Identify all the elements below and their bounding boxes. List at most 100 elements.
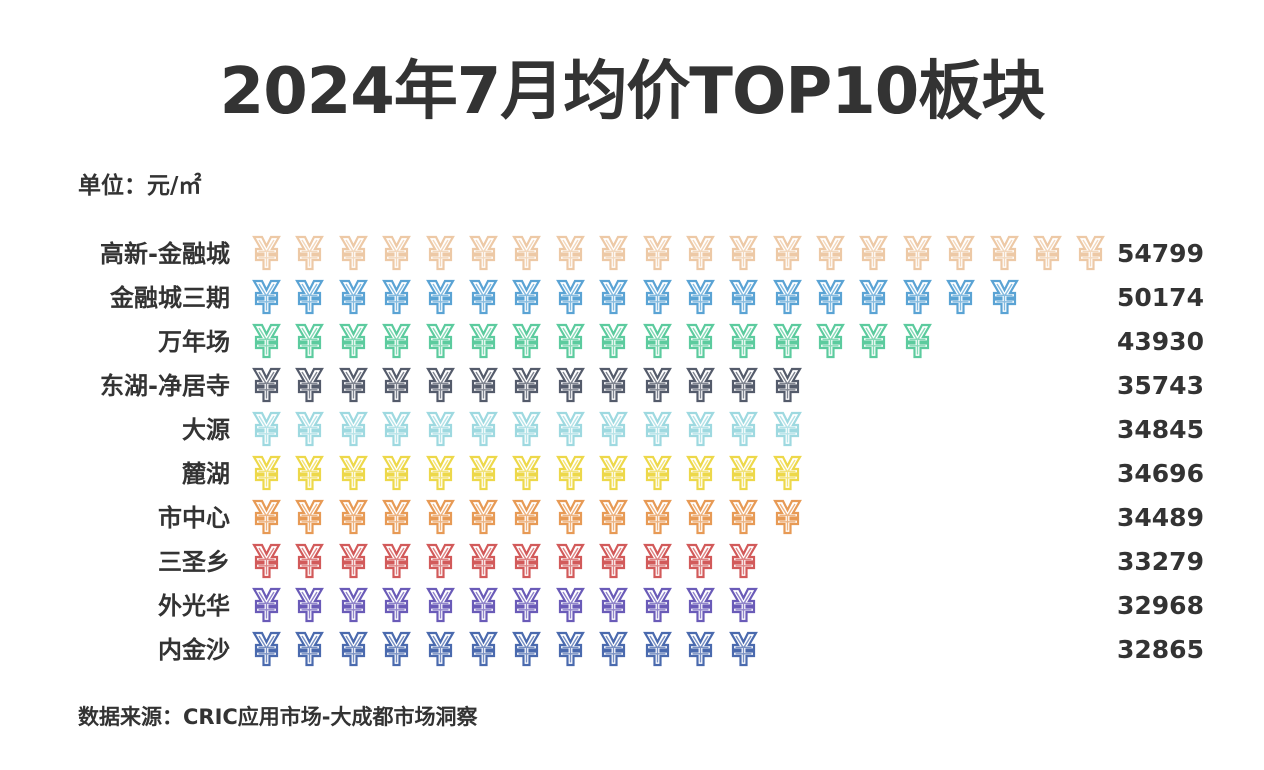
yen-icon xyxy=(1076,235,1106,271)
yen-icon xyxy=(685,367,715,403)
yen-icon xyxy=(338,411,368,447)
yen-icon xyxy=(425,543,455,579)
yen-icon xyxy=(338,543,368,579)
icon-bar xyxy=(252,235,1106,273)
yen-icon xyxy=(902,323,932,359)
yen-icon xyxy=(1033,235,1062,271)
yen-icon xyxy=(252,587,281,623)
yen-icon xyxy=(816,279,845,315)
yen-icon xyxy=(382,543,412,579)
yen-icon xyxy=(729,631,759,667)
yen-icon xyxy=(859,235,889,271)
yen-icon xyxy=(382,499,412,535)
yen-icon xyxy=(252,499,281,535)
yen-icon xyxy=(252,411,281,447)
yen-icon xyxy=(555,411,585,447)
yen-icon xyxy=(555,543,585,579)
yen-icon xyxy=(685,631,715,667)
yen-icon xyxy=(295,455,325,491)
yen-icon xyxy=(859,323,889,359)
yen-icon xyxy=(729,543,759,579)
row-label: 市中心 xyxy=(158,504,230,532)
icon-bar xyxy=(252,499,802,537)
yen-icon xyxy=(425,587,455,623)
chart-row: 麓湖 34696 xyxy=(0,452,1264,496)
unit-label: 单位：元/㎡ xyxy=(78,173,202,199)
yen-icon xyxy=(642,543,672,579)
yen-icon xyxy=(599,587,629,623)
yen-icon xyxy=(599,543,629,579)
yen-icon xyxy=(469,455,498,491)
yen-icon xyxy=(338,587,368,623)
yen-icon xyxy=(729,455,759,491)
yen-icon xyxy=(469,543,498,579)
yen-icon xyxy=(599,279,629,315)
icon-bar xyxy=(252,543,759,581)
row-label: 内金沙 xyxy=(158,636,230,664)
yen-icon xyxy=(685,587,715,623)
yen-icon xyxy=(772,235,802,271)
yen-icon xyxy=(685,235,715,271)
yen-icon xyxy=(425,323,455,359)
yen-icon xyxy=(469,499,498,535)
yen-icon xyxy=(989,279,1019,315)
yen-icon xyxy=(599,455,629,491)
yen-icon xyxy=(425,499,455,535)
yen-icon xyxy=(425,455,455,491)
yen-icon xyxy=(425,279,455,315)
row-value: 35743 xyxy=(1117,371,1204,400)
chart-row: 市中心 34489 xyxy=(0,496,1264,540)
yen-icon xyxy=(252,543,281,579)
row-value: 34845 xyxy=(1117,415,1204,444)
yen-icon xyxy=(382,323,412,359)
yen-icon xyxy=(946,279,976,315)
yen-icon xyxy=(642,631,672,667)
yen-icon xyxy=(512,455,542,491)
chart-row: 三圣乡 33279 xyxy=(0,540,1264,584)
yen-icon xyxy=(599,235,629,271)
yen-icon xyxy=(772,279,802,315)
row-label: 万年场 xyxy=(158,328,230,356)
yen-icon xyxy=(295,499,325,535)
yen-icon xyxy=(512,279,542,315)
row-label: 外光华 xyxy=(158,592,230,620)
yen-icon xyxy=(555,235,585,271)
yen-icon xyxy=(425,367,455,403)
yen-icon xyxy=(252,235,281,271)
yen-icon xyxy=(642,367,672,403)
yen-icon xyxy=(859,279,889,315)
yen-icon xyxy=(599,411,629,447)
yen-icon xyxy=(685,455,715,491)
row-label: 麓湖 xyxy=(182,460,230,488)
yen-icon xyxy=(469,411,498,447)
yen-icon xyxy=(642,411,672,447)
yen-icon xyxy=(512,587,542,623)
row-value: 32865 xyxy=(1117,635,1204,664)
yen-icon xyxy=(512,543,542,579)
row-label: 东湖-净居寺 xyxy=(100,372,230,400)
yen-icon xyxy=(469,279,498,315)
yen-icon xyxy=(338,455,368,491)
row-value: 32968 xyxy=(1117,591,1204,620)
yen-icon xyxy=(469,631,498,667)
yen-icon xyxy=(338,323,368,359)
chart-title: 2024年7月均价TOP10板块 xyxy=(219,55,1046,129)
row-label: 金融城三期 xyxy=(110,284,230,312)
yen-icon xyxy=(512,367,542,403)
yen-icon xyxy=(252,455,281,491)
yen-icon xyxy=(599,367,629,403)
icon-bar xyxy=(252,323,932,361)
yen-icon xyxy=(729,367,759,403)
chart-row: 金融城三期 50174 xyxy=(0,276,1264,320)
row-value: 34696 xyxy=(1117,459,1204,488)
yen-icon xyxy=(772,323,802,359)
yen-icon xyxy=(512,499,542,535)
yen-icon xyxy=(295,543,325,579)
yen-icon xyxy=(252,367,281,403)
yen-icon xyxy=(382,411,412,447)
yen-icon xyxy=(295,411,325,447)
yen-icon xyxy=(512,323,542,359)
yen-icon xyxy=(729,323,759,359)
yen-icon xyxy=(946,235,976,271)
yen-icon xyxy=(599,631,629,667)
